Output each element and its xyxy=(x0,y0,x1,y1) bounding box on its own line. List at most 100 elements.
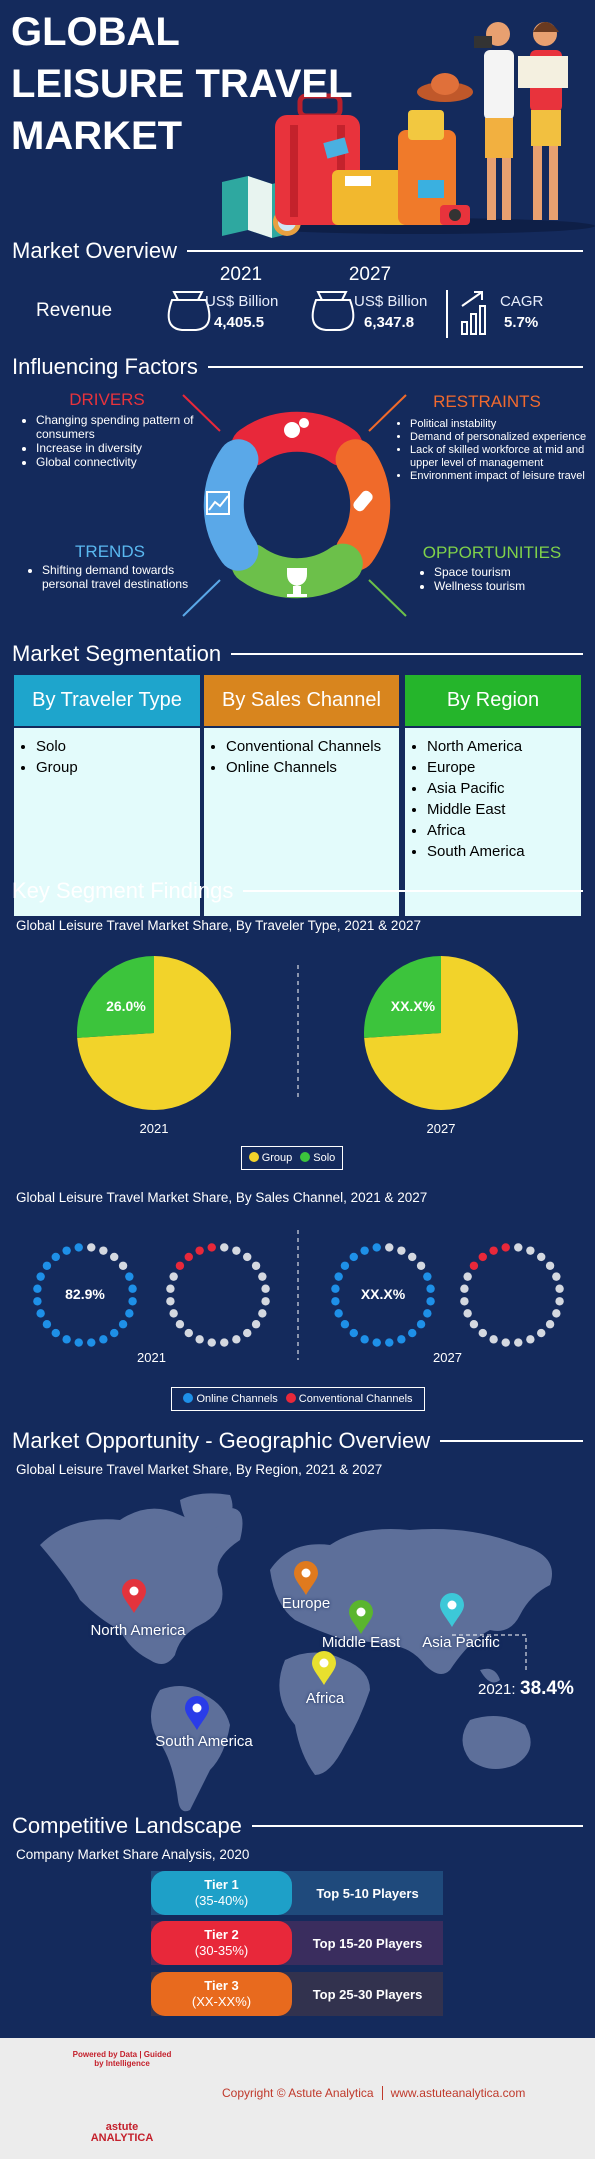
pin-hole xyxy=(356,1607,366,1617)
factor-title: OPPORTUNITIES xyxy=(422,543,562,562)
ring-dot xyxy=(555,1297,564,1306)
list-item: Shifting demand towards personal travel … xyxy=(42,563,212,591)
ring-dot xyxy=(184,1328,193,1338)
ring-dot xyxy=(128,1297,137,1306)
list-item: Environment impact of leisure travel xyxy=(410,470,595,483)
map-pin xyxy=(185,1696,209,1730)
ring-dot xyxy=(220,1243,229,1252)
section-heading: Key Segment Findings xyxy=(12,878,583,904)
tier-pill: Tier 1 (35-40%) xyxy=(151,1871,292,1915)
tier-name: Tier 2 xyxy=(204,1927,239,1942)
chart-title: Global Leisure Travel Market Share, By T… xyxy=(16,918,421,933)
ring-dot xyxy=(261,1284,270,1293)
ring-dot xyxy=(220,1338,229,1347)
label: Asia Pacific xyxy=(422,1634,500,1651)
label: 26.0% xyxy=(106,997,146,1014)
ring-dot xyxy=(555,1284,564,1293)
year: 2027 xyxy=(348,264,392,285)
factor-connectors xyxy=(182,394,407,617)
ring-dot xyxy=(87,1243,96,1252)
tier-row: Tier 2 (30-35%) Top 15-20 Players xyxy=(151,1921,443,1965)
ring-dot xyxy=(349,1328,358,1338)
ring-dot xyxy=(489,1246,498,1255)
chart-title: Company Market Share Analysis, 2020 xyxy=(16,1847,250,1862)
factor-list: Political instabilityDemand of personali… xyxy=(396,418,595,483)
legend-swatch xyxy=(183,1393,194,1403)
ring-dot xyxy=(175,1261,185,1270)
ring-dot xyxy=(36,1272,45,1281)
overview-icons xyxy=(167,290,486,338)
ring-dot xyxy=(87,1338,96,1347)
logo-tagline: Powered by Data | Guided by Intelligence xyxy=(72,2050,172,2068)
ring-dot xyxy=(460,1297,469,1306)
label: 2027 xyxy=(433,1350,462,1365)
pie-slice xyxy=(364,956,441,1038)
heading-text: Influencing Factors xyxy=(12,354,198,379)
heading-text: Competitive Landscape xyxy=(12,1813,242,1838)
ring-dot xyxy=(110,1252,119,1262)
ring-dot xyxy=(501,1338,510,1347)
legend-swatch xyxy=(248,1152,259,1162)
ring-dot xyxy=(36,1309,45,1318)
factor-list: Changing spending pattern of consumersIn… xyxy=(22,413,206,469)
segment-item: Europe xyxy=(427,757,581,778)
list-item: Increase in diversity xyxy=(36,441,206,455)
factor-list: Shifting demand towards personal travel … xyxy=(28,563,212,591)
ring-dot xyxy=(51,1252,60,1262)
ring-dot xyxy=(526,1335,535,1344)
section-heading: Competitive Landscape xyxy=(12,1813,583,1839)
ring-dot xyxy=(331,1297,340,1306)
ring-dot xyxy=(501,1243,510,1252)
label: South America xyxy=(155,1733,253,1750)
pin-hole xyxy=(192,1703,202,1713)
legend-swatch xyxy=(285,1393,296,1403)
dot-ring xyxy=(33,1243,137,1347)
ring-dot xyxy=(207,1338,216,1347)
label: North America xyxy=(90,1622,186,1639)
heading-text: Key Segment Findings xyxy=(12,878,234,903)
tier-pill: Tier 2 (30-35%) xyxy=(151,1921,292,1965)
ring-dot xyxy=(408,1328,417,1338)
legend: Group Solo xyxy=(241,1146,343,1170)
list-item: Political instability xyxy=(410,418,595,431)
copyright: Copyright © Astute Analytica www.astutean… xyxy=(222,2086,525,2100)
list-item: Global connectivity xyxy=(36,455,206,469)
cagr-label: CAGR xyxy=(500,293,544,310)
world-map xyxy=(40,1493,552,1812)
copyright-text: Copyright © Astute Analytica xyxy=(222,2086,374,2100)
factor-list: Space tourismWellness tourism xyxy=(420,565,594,593)
ring-dot xyxy=(118,1261,128,1270)
tier-row: Tier 3 (XX-XX%) Top 25-30 Players xyxy=(151,1972,443,2016)
segment-item: North America xyxy=(427,736,581,757)
ring-dot xyxy=(463,1272,472,1281)
logo-word: astute xyxy=(105,2121,139,2133)
sales-channel-rings xyxy=(33,1243,564,1347)
tier-name: Tier 3 xyxy=(204,1978,239,1993)
ring-dot xyxy=(169,1272,178,1281)
annotation-leader xyxy=(452,1634,527,1672)
ring-dot xyxy=(261,1297,270,1306)
segment-title: By Region xyxy=(405,675,581,726)
ring-dot xyxy=(537,1252,546,1262)
footer: Powered by Data | Guided by Intelligence… xyxy=(0,2038,595,2159)
row-label: Revenue xyxy=(36,300,113,321)
legend-item: Online Channels xyxy=(183,1393,278,1405)
pie-slice xyxy=(77,956,231,1110)
ring-dot xyxy=(463,1309,472,1318)
label: 2021 xyxy=(137,1350,166,1365)
ring-dot xyxy=(99,1246,108,1255)
ring-dot xyxy=(128,1284,137,1293)
ring-dot xyxy=(51,1328,60,1338)
tier-players: Top 15-20 Players xyxy=(312,1935,423,1951)
ring-dot xyxy=(545,1261,555,1270)
label: 2027 xyxy=(426,1121,456,1136)
annotation: 2021: 38.4% xyxy=(478,1678,574,1700)
segment-item: Solo xyxy=(36,736,200,757)
tier-share: (35-40%) xyxy=(194,1893,249,1908)
ring-dot xyxy=(526,1246,535,1255)
ring-dot xyxy=(258,1272,267,1281)
ring-dot xyxy=(125,1309,134,1318)
map-pin xyxy=(294,1561,318,1595)
ring-dot xyxy=(258,1309,267,1318)
